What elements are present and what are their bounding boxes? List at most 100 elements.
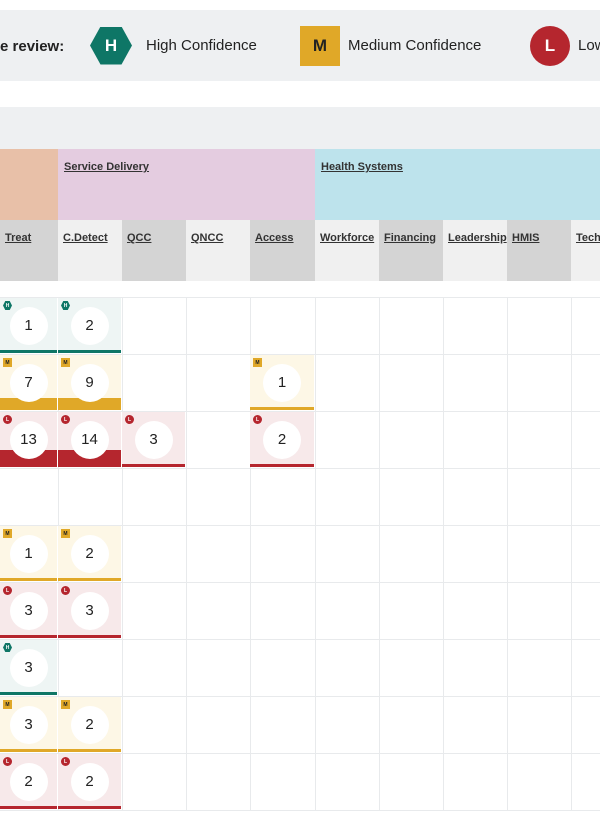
medium-confidence-square-icon: M — [3, 700, 12, 709]
evidence-count: 14 — [70, 420, 109, 459]
column-header-financing[interactable]: Financing — [379, 220, 443, 281]
evidence-count: 1 — [9, 306, 48, 345]
evidence-count: 3 — [9, 591, 48, 630]
evidence-count: 3 — [70, 591, 109, 630]
category-label[interactable]: Service Delivery — [64, 161, 150, 173]
column-header-label[interactable]: Tech — [576, 232, 600, 244]
column-header-label[interactable]: Treat — [5, 232, 32, 244]
confidence-bar — [58, 450, 121, 467]
column-header-label[interactable]: Leadership — [448, 232, 507, 244]
legend-low-label: Low — [578, 37, 600, 54]
column-header-treat[interactable]: Treat — [0, 220, 58, 281]
grid-line — [122, 298, 123, 811]
evidence-count: 2 — [70, 762, 109, 801]
evidence-cell[interactable]: L 13 — [0, 412, 57, 467]
column-header-leadership[interactable]: Leadership — [443, 220, 507, 281]
medium-confidence-square-icon: M — [3, 529, 12, 538]
high-confidence-hexagon-icon: H — [3, 301, 12, 310]
confidence-bar — [58, 398, 121, 410]
column-header-label[interactable]: Workforce — [320, 232, 375, 244]
column-header-label[interactable]: Access — [255, 232, 294, 244]
column-header-access[interactable]: Access — [250, 220, 315, 281]
column-header-qncc[interactable]: QNCC — [186, 220, 250, 281]
category-service-delivery[interactable]: Service Delivery — [58, 149, 315, 220]
confidence-bar — [58, 749, 121, 752]
evidence-count: 2 — [263, 420, 301, 459]
column-header-label[interactable]: Financing — [384, 232, 436, 244]
legend-medium: M Medium Confidence — [300, 10, 481, 81]
medium-confidence-square-icon: M — [253, 358, 262, 367]
legend-high-label: High Confidence — [146, 37, 257, 54]
confidence-bar — [0, 578, 57, 581]
column-header-label[interactable]: C.Detect — [63, 232, 108, 244]
category-left — [0, 149, 58, 220]
low-confidence-circle-icon: L — [3, 415, 12, 424]
medium-confidence-square-icon: M — [300, 25, 340, 66]
confidence-bar — [58, 635, 121, 638]
grid-line — [0, 525, 600, 526]
medium-confidence-square-icon: M — [3, 358, 12, 367]
evidence-cell[interactable]: L 14 — [58, 412, 121, 467]
evidence-count: 2 — [9, 762, 48, 801]
evidence-count: 3 — [9, 705, 48, 744]
medium-confidence-square-icon: M — [61, 529, 70, 538]
confidence-bar — [0, 350, 57, 353]
grid-line — [0, 411, 600, 412]
grid-line — [250, 298, 251, 811]
low-confidence-circle-icon: L — [61, 415, 70, 424]
high-confidence-hexagon-icon: H — [3, 643, 12, 652]
grid-line — [315, 298, 316, 811]
evidence-count: 2 — [70, 534, 109, 573]
column-header-qcc[interactable]: QCC — [122, 220, 186, 281]
category-label[interactable]: Health Systems — [321, 161, 403, 173]
confidence-bar — [58, 350, 121, 353]
evidence-count: 2 — [70, 306, 109, 345]
grid-line — [379, 298, 380, 811]
grid-line — [0, 639, 600, 640]
column-header-hmis[interactable]: HMIS — [507, 220, 571, 281]
header-spacer-band — [0, 107, 600, 149]
legend-title: e review: — [0, 38, 65, 55]
evidence-count: 1 — [263, 363, 301, 402]
legend-low: L Low — [530, 10, 600, 81]
evidence-count: 9 — [70, 363, 109, 402]
confidence-bar — [0, 398, 57, 410]
grid-line — [0, 582, 600, 583]
column-header-label[interactable]: QCC — [127, 232, 152, 244]
column-header-label[interactable]: HMIS — [512, 232, 540, 244]
grid-line — [0, 354, 600, 355]
column-header-tech[interactable]: Tech — [571, 220, 600, 281]
evidence-count: 7 — [9, 363, 48, 402]
evidence-count: 13 — [9, 420, 48, 459]
category-health-systems[interactable]: Health Systems — [315, 149, 600, 220]
grid-line — [186, 298, 187, 811]
evidence-count: 2 — [70, 705, 109, 744]
confidence-bar — [250, 407, 314, 410]
low-confidence-circle-icon: L — [3, 757, 12, 766]
medium-confidence-square-icon: M — [61, 358, 70, 367]
column-header-workforce[interactable]: Workforce — [315, 220, 379, 281]
grid-line — [0, 810, 600, 811]
column-header-c-detect[interactable]: C.Detect — [58, 220, 122, 281]
confidence-bar — [250, 464, 314, 467]
legend-medium-label: Medium Confidence — [348, 37, 482, 54]
confidence-bar — [58, 578, 121, 581]
column-header-label[interactable]: QNCC — [191, 232, 224, 244]
low-confidence-circle-icon: L — [125, 415, 134, 424]
